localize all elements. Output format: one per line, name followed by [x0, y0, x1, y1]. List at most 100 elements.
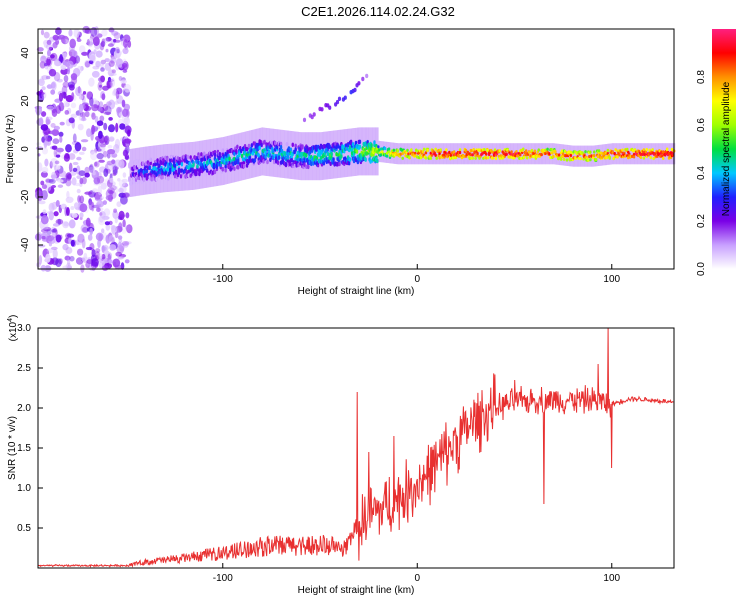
spectrogram-noise-cell [124, 241, 132, 245]
spectrogram-ridge-cell [378, 148, 381, 152]
spectrogram-noise-cell [122, 192, 130, 198]
spectrogram-ridge-cell [247, 159, 251, 164]
spectrogram-noise-cell [97, 185, 103, 196]
spectrogram-ridge-halo [347, 128, 349, 177]
spectrogram-ridge-cell [448, 150, 451, 154]
spectrogram-ridge-cell [616, 155, 619, 159]
spectrogram-ridge-cell [600, 155, 604, 159]
spectrogram-ridge-cell [174, 170, 178, 175]
spectrogram-ridge-cell [548, 152, 551, 156]
spectrogram-noise-cell [78, 151, 85, 155]
spectrogram-noise-cell [51, 185, 57, 188]
spectrogram-noise-cell [40, 29, 45, 36]
spectrogram-noise-cell [124, 225, 131, 231]
spectrogram-ridge-cell [241, 157, 245, 162]
spectrogram-ridge-cell [596, 155, 600, 159]
colorbar-tick-label: 0.4 [696, 166, 707, 180]
spectrogram-noise-cell [59, 136, 63, 143]
spectrogram-noise-cell [41, 111, 47, 117]
spectrogram-ridge-cell [376, 158, 379, 164]
spectrogram-noise-cell [119, 123, 126, 130]
spectrogram-noise-cell [85, 91, 93, 100]
spectrogram-ridge-halo [427, 143, 429, 165]
spectrogram-ridge-cell [492, 153, 496, 157]
spectrogram-ridge-cell [577, 156, 580, 160]
spectrogram-ridge-cell [520, 156, 523, 160]
spectrogram-ridge-cell [458, 148, 462, 152]
spectrogram-ridge-cell [659, 154, 662, 158]
spectrogram-ridge-cell [645, 147, 649, 152]
spectrogram-ridge-cell [593, 154, 596, 158]
spectrogram-ridge-cell [325, 157, 329, 162]
spectrogram-ridge-cell [494, 156, 498, 161]
spectrogram-branch-cell [328, 105, 332, 110]
spectrogram-ridge-cell [392, 148, 396, 152]
spectrogram-ridge-cell [212, 162, 216, 167]
snr-y-tick-label: 2.5 [17, 363, 31, 374]
spectrogram-ridge-cell [291, 142, 295, 147]
spectrogram-ridge-cell [370, 143, 373, 148]
spectrogram-ridge-cell [401, 156, 405, 160]
spectrogram-ridge-cell [128, 176, 131, 181]
spectrogram-noise-cell [47, 49, 51, 57]
spectrogram-ridge-cell [161, 175, 164, 180]
spectrogram-branch-cell [335, 99, 340, 105]
spectrogram-ridge-halo [507, 143, 509, 165]
spectrogram-noise-cell [112, 210, 119, 219]
spectrogram-ridge-halo [464, 143, 467, 165]
spectrogram-ridge-cell [626, 147, 629, 151]
spectrogram-ridge-cell [339, 145, 342, 151]
spectrogram-ridge-cell [156, 158, 159, 163]
spectrogram-noise-cell [53, 60, 62, 67]
spectrogram-ridge-cell [377, 145, 380, 149]
spectrogram-ridge-cell [268, 149, 271, 155]
spectrogram-noise-cell [109, 72, 117, 76]
spectrogram-noise-cell [101, 265, 109, 271]
spectrogram-ridge-halo [147, 146, 150, 195]
spectrogram-ridge-halo [573, 145, 576, 167]
spectrogram-noise-cell [74, 202, 79, 210]
spectrogram-noise-cell [62, 81, 70, 88]
spectrogram-noise-cell [62, 52, 67, 59]
spectrogram-noise-cell [63, 154, 70, 162]
spectrogram-noise-cell [105, 189, 114, 199]
spectrogram-ridge-cell [197, 160, 200, 165]
spectrogram-noise-cell [117, 241, 122, 249]
spectrogram-noise-cell [57, 184, 64, 188]
spectrogram-noise-cell [122, 219, 126, 228]
spectrogram-ridge-cell [527, 150, 531, 154]
spectrogram-noise-cell [111, 69, 116, 74]
spectrogram-noise-cell [92, 171, 96, 176]
figure-title: C2E1.2026.114.02.24.G32 [301, 4, 455, 19]
spectrogram-ridge-halo [184, 142, 187, 191]
spectrogram-noise-cell [54, 151, 62, 155]
spectrogram-ridge-cell [564, 154, 568, 158]
spectrogram-ridge-cell [166, 157, 169, 162]
spectrogram-noise-cell [37, 93, 45, 103]
spectrogram-ridge-cell [400, 148, 404, 152]
spectrogram-noise-cell [38, 79, 45, 84]
spectrogram-ridge-cell [471, 153, 475, 157]
spectrogram-ridge-cell [419, 156, 423, 160]
snr-y-tick-label: 1.0 [17, 483, 31, 494]
spectrogram-ridge-halo [403, 143, 405, 165]
spectrogram-ridge-cell [254, 154, 258, 159]
spectrogram-noise-cell [108, 124, 115, 133]
spectrogram-ridge-cell [173, 163, 177, 168]
spectrogram-noise-cell [113, 39, 121, 43]
spectrogram-noise-cell [98, 159, 105, 163]
spectrogram-ridge-halo [257, 128, 260, 177]
spectrogram-noise-cell [99, 215, 104, 223]
spectrogram-ridge-cell [275, 145, 279, 150]
spectrogram-ridge-halo [561, 144, 563, 166]
spectrogram-noise-cell [95, 60, 101, 68]
spectrogram-ridge-cell [358, 144, 362, 149]
spectrogram-noise-cell [40, 190, 48, 201]
spectrogram-noise-cell [103, 111, 112, 115]
spectrogram-noise-cell [79, 103, 86, 110]
spectrogram-ridge-halo [462, 143, 464, 165]
spectrogram-ridge-halo [475, 143, 477, 165]
spectrogram-noise-cell [82, 25, 90, 34]
snr-x-tick-label: 100 [603, 573, 620, 584]
spectrogram-noise-cell [122, 149, 128, 157]
